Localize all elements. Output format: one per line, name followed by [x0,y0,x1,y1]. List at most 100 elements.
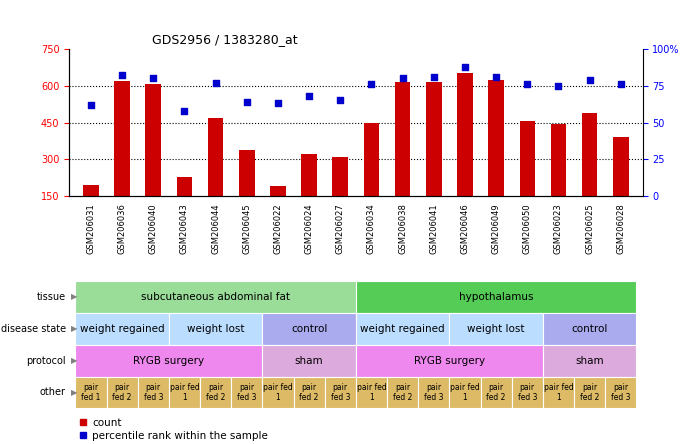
Bar [169,377,200,408]
Bar [543,377,574,408]
Point [241,99,252,106]
Point [210,79,221,86]
Point [272,100,283,107]
Bar [231,377,263,408]
Text: pair
fed 3: pair fed 3 [424,383,444,402]
Bar [418,377,449,408]
Text: pair fed
1: pair fed 1 [450,383,480,402]
Bar [457,73,473,196]
Bar [208,118,223,196]
Text: pair
fed 3: pair fed 3 [144,383,163,402]
Point [366,81,377,88]
Bar [138,377,169,408]
Point [117,72,128,79]
Bar [449,377,480,408]
Bar [480,377,512,408]
Text: subcutaneous abdominal fat: subcutaneous abdominal fat [141,292,290,301]
Text: weight regained: weight regained [360,324,445,333]
Bar [605,377,636,408]
Bar [543,313,636,345]
Bar [169,313,263,345]
Bar [356,281,636,313]
Bar [426,82,442,196]
Text: control: control [571,324,608,333]
Bar [177,177,192,196]
Bar [489,79,504,196]
Text: ▶: ▶ [71,292,77,301]
Text: pair
fed 3: pair fed 3 [518,383,537,402]
Bar [75,377,106,408]
Bar [387,377,418,408]
Point [460,63,471,70]
Bar [363,123,379,196]
Bar [83,185,99,196]
Text: protocol: protocol [26,356,66,365]
Text: pair
fed 3: pair fed 3 [330,383,350,402]
Bar [356,313,449,345]
Bar [146,84,161,196]
Text: pair fed
1: pair fed 1 [357,383,386,402]
Bar [551,124,566,196]
Bar [239,150,254,196]
Text: ▶: ▶ [71,388,77,397]
Bar [263,377,294,408]
Text: RYGB surgery: RYGB surgery [414,356,485,365]
Text: pair
fed 2: pair fed 2 [486,383,506,402]
Bar [200,377,231,408]
Text: pair
fed 2: pair fed 2 [299,383,319,402]
Legend: count, percentile rank within the sample: count, percentile rank within the sample [75,414,272,444]
Bar [106,377,138,408]
Bar [75,345,263,377]
Bar [582,113,598,196]
Bar [449,313,543,345]
Point [148,75,159,82]
Point [522,81,533,88]
Text: pair fed
1: pair fed 1 [263,383,293,402]
Point [303,92,314,99]
Point [553,82,564,89]
Bar [543,345,636,377]
Text: pair
fed 1: pair fed 1 [82,383,101,402]
Text: pair
fed 3: pair fed 3 [611,383,631,402]
Text: sham: sham [576,356,604,365]
Bar [512,377,543,408]
Bar [294,377,325,408]
Bar [75,281,356,313]
Text: sham: sham [295,356,323,365]
Point [428,73,439,80]
Text: ▶: ▶ [71,356,77,365]
Text: hypothalamus: hypothalamus [459,292,533,301]
Bar [356,345,543,377]
Text: pair
fed 2: pair fed 2 [206,383,225,402]
Text: disease state: disease state [1,324,66,333]
Point [397,75,408,82]
Text: pair fed
1: pair fed 1 [169,383,199,402]
Text: GDS2956 / 1383280_at: GDS2956 / 1383280_at [152,33,298,46]
Text: pair
fed 2: pair fed 2 [393,383,413,402]
Bar [356,377,387,408]
Point [491,73,502,80]
Text: weight lost: weight lost [187,324,245,333]
Bar [75,313,169,345]
Text: RYGB surgery: RYGB surgery [133,356,205,365]
Bar [520,121,535,196]
Text: tissue: tissue [37,292,66,301]
Text: weight lost: weight lost [467,324,525,333]
Point [584,76,595,83]
Bar [114,81,130,196]
Point [86,101,97,108]
Bar [332,157,348,196]
Text: ▶: ▶ [71,324,77,333]
Text: pair fed
1: pair fed 1 [544,383,574,402]
Bar [574,377,605,408]
Bar [270,186,286,196]
Bar [325,377,356,408]
Bar [263,345,356,377]
Bar [613,137,629,196]
Text: control: control [291,324,328,333]
Point [179,107,190,114]
Text: pair
fed 2: pair fed 2 [580,383,599,402]
Text: pair
fed 2: pair fed 2 [113,383,132,402]
Bar [301,155,317,196]
Text: pair
fed 3: pair fed 3 [237,383,256,402]
